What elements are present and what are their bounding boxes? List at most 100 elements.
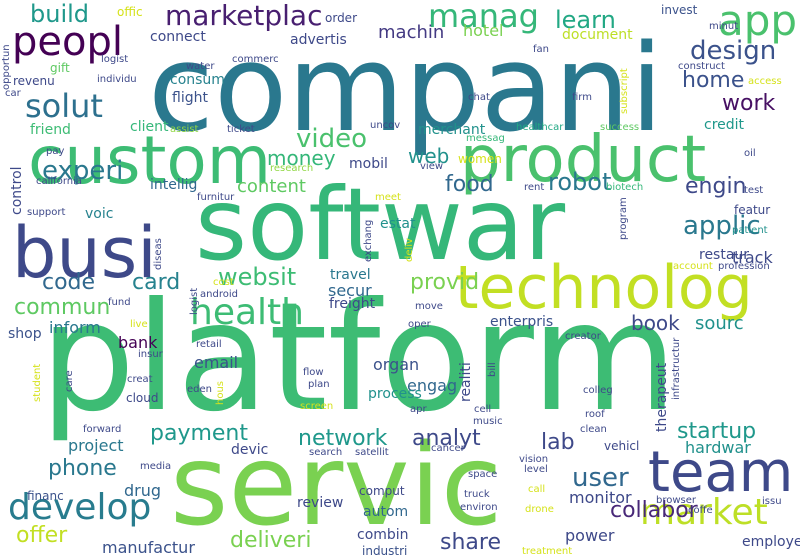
word-experi: experi: [42, 156, 124, 186]
word-comput: comput: [359, 484, 405, 498]
word-code: code: [42, 270, 96, 295]
word-work: work: [722, 91, 776, 116]
word-access: access: [748, 76, 782, 87]
word-roof: roof: [585, 409, 605, 420]
word-view: view: [420, 161, 444, 172]
word-vision: vision: [519, 454, 549, 465]
word-offer: offer: [16, 523, 68, 548]
word-plan: plan: [308, 379, 330, 390]
word-travel: travel: [330, 267, 371, 283]
word-clean: clean: [580, 424, 607, 435]
word-diseas: diseas: [153, 238, 164, 270]
word-food: food: [445, 172, 494, 197]
word-servic: servic: [170, 421, 503, 551]
word-music: music: [473, 416, 503, 427]
word-inform: inform: [49, 318, 101, 337]
word-colleg: colleg: [583, 385, 613, 396]
word-team: team: [648, 440, 794, 505]
word-app: app: [718, 0, 798, 45]
word-media: media: [140, 461, 172, 472]
word-call: call: [528, 484, 546, 495]
word-hous: hous: [215, 380, 226, 405]
word-therapeut: therapeut: [654, 362, 670, 432]
word-book: book: [631, 311, 680, 335]
word-construct: construct: [678, 61, 725, 72]
word-revenu: revenu: [13, 74, 55, 88]
word-subscript: subscript: [619, 68, 630, 114]
word-invest: invest: [661, 3, 698, 17]
word-home: home: [682, 68, 745, 93]
word-payment: payment: [150, 421, 249, 446]
word-technolog: technolog: [455, 253, 753, 323]
word-card: card: [132, 270, 181, 295]
word-fund: fund: [108, 297, 131, 308]
word-biotech: biotech: [606, 182, 644, 193]
word-car: car: [5, 88, 21, 99]
word-build: build: [30, 0, 90, 28]
word-water: water: [186, 61, 215, 72]
word-power: power: [565, 526, 615, 545]
word-apr: apr: [410, 404, 427, 415]
word-drone: drone: [525, 504, 554, 515]
word-machin: machin: [378, 22, 445, 43]
word-commun: commun: [14, 295, 111, 320]
word-applic: applic: [683, 211, 761, 241]
word-patient: patient: [732, 225, 768, 236]
word-oil: oil: [744, 148, 756, 159]
word-individu: individu: [97, 74, 137, 85]
word-design: design: [690, 36, 777, 66]
word-develop: develop: [8, 487, 152, 528]
word-network: network: [298, 426, 388, 451]
word-coffe: coffe: [688, 505, 713, 516]
word-marketplac: marketplac: [165, 0, 323, 32]
word-project: project: [68, 436, 124, 455]
word-manufactur: manufactur: [102, 538, 195, 557]
word-cancer: cancer: [431, 443, 465, 454]
word-phone: phone: [48, 456, 117, 481]
word-chat: chat: [468, 92, 490, 103]
word-track: track: [732, 248, 773, 267]
word-enterpris: enterpris: [490, 314, 554, 330]
word-manag: manag: [428, 0, 539, 35]
word-account: account: [673, 261, 713, 272]
word-uncov: uncov: [370, 120, 401, 131]
word-creator: creator: [565, 331, 601, 342]
word-satellit: satellit: [355, 447, 389, 458]
word-process: process: [368, 386, 422, 402]
word-web: web: [408, 144, 450, 168]
word-realiti: realiti: [458, 362, 474, 402]
word-fan: fan: [533, 44, 549, 55]
word-bank: bank: [118, 333, 158, 352]
word-busi: busi: [12, 212, 157, 294]
word-voic: voic: [85, 206, 114, 222]
word-space: space: [468, 469, 498, 480]
word-screen: screen: [300, 401, 334, 412]
word-health: health: [190, 292, 304, 333]
word-friend: friend: [30, 122, 71, 138]
word-treatment: treatment: [522, 546, 573, 557]
word-analyt: analyt: [412, 426, 481, 451]
word-logist2: logist: [189, 287, 200, 315]
word-credit: credit: [704, 117, 745, 133]
word-platform: platform: [40, 271, 678, 445]
word-bill: bill: [487, 362, 498, 377]
word-secur: secur: [328, 281, 372, 300]
word-financ: financ: [27, 489, 64, 503]
word-consum: consum: [170, 72, 225, 88]
word-commerc: commerc: [232, 54, 279, 65]
word-estat: estat: [380, 216, 416, 232]
word-lab: lab: [541, 430, 575, 455]
word-peopl: peopl: [12, 19, 123, 65]
word-client: client: [130, 119, 169, 135]
word-assist: assist: [170, 124, 199, 135]
word-test: test: [744, 185, 764, 196]
word-autom: autom: [363, 504, 409, 520]
word-flight: flight: [172, 90, 208, 106]
word-care: care: [64, 370, 75, 392]
word-profession: profession: [718, 261, 770, 272]
word-eden: eden: [187, 384, 212, 395]
word-insur: insur: [138, 349, 163, 360]
word-robot: robot: [548, 168, 612, 196]
word-environ: environ: [460, 502, 498, 513]
word-learn: learn: [555, 6, 616, 34]
